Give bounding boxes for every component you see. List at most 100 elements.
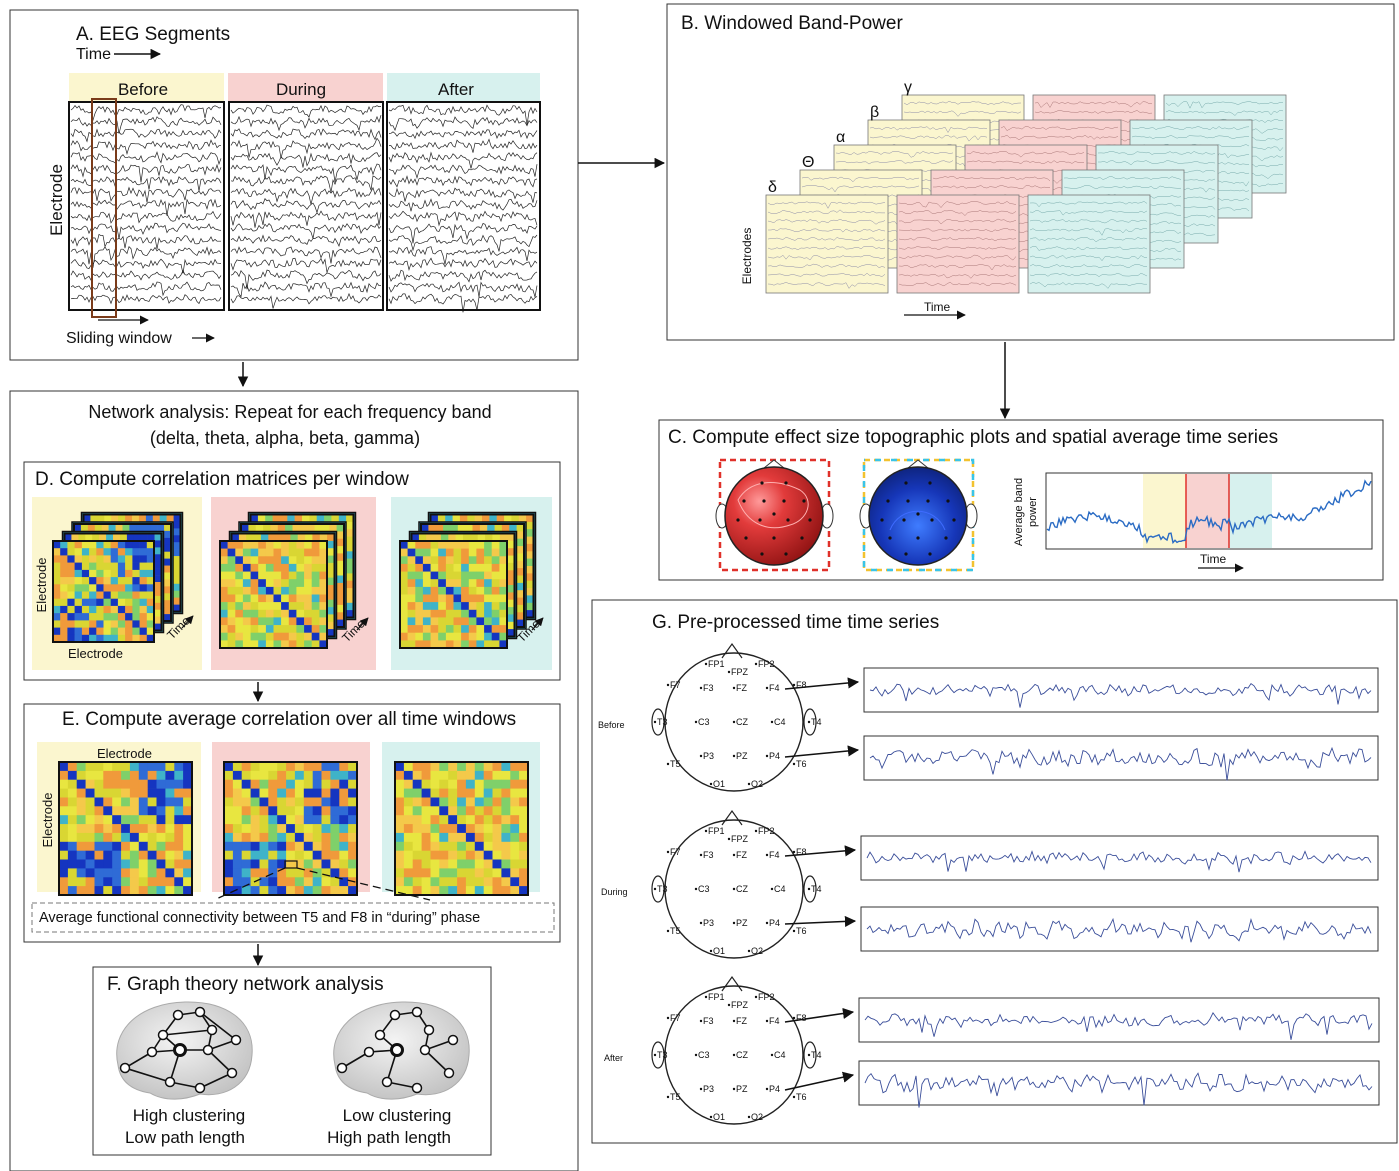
electrode-dot — [807, 887, 811, 891]
electrode-dot — [704, 829, 708, 833]
electrode-dot — [754, 662, 758, 666]
electrode-dot — [732, 720, 736, 724]
electrode-label-f7: F7 — [670, 1013, 681, 1023]
electrode-dot — [699, 853, 703, 857]
brain-low-clustering — [333, 1001, 470, 1100]
correlation-matrix — [223, 761, 358, 896]
electrode-dot — [666, 1016, 670, 1020]
correlation-matrix — [399, 540, 508, 649]
trace-after-f4 — [784, 997, 1380, 1043]
band-label-2: α — [836, 129, 845, 146]
electrode-dot — [666, 1095, 670, 1099]
panel-e-x-label: Electrode — [97, 746, 152, 761]
electrode-dot — [765, 754, 769, 758]
electrode-label-f8: F8 — [796, 1013, 807, 1023]
panel-a-time-label: Time — [76, 46, 111, 63]
phase-label-before: Before — [598, 720, 625, 730]
panel-e-frame — [23, 703, 561, 943]
panel-g: G. Pre-processed time time series FP1 FP2… — [591, 599, 1398, 1144]
network-frame — [9, 390, 579, 1171]
caption-box — [31, 902, 555, 933]
panel-b-y-label: Electrodes — [740, 228, 754, 285]
topo-electrode — [904, 481, 908, 485]
topo-electrode — [784, 552, 788, 556]
topo-electrode — [880, 518, 884, 522]
electrode-label-t3: T3 — [657, 717, 668, 727]
electrode-dot — [704, 995, 708, 999]
electrode-dot — [709, 949, 713, 953]
electrode-label-f4: F4 — [769, 850, 780, 860]
electrode-dot — [765, 1087, 769, 1091]
correlation-matrix — [52, 540, 155, 643]
panel-b-title: B. Windowed Band-Power — [681, 13, 903, 34]
electrode-label-f7: F7 — [670, 847, 681, 857]
eeg-traces-after — [388, 104, 538, 313]
electrode-dot — [732, 754, 736, 758]
topo-electrode — [952, 518, 956, 522]
electrode-label-o2: O2 — [751, 946, 763, 956]
topo-electrode — [928, 552, 932, 556]
matrix-stack-before — [52, 511, 184, 643]
electrode-dot — [754, 995, 758, 999]
electrode-dot — [699, 921, 703, 925]
graph-node — [173, 1043, 187, 1057]
topo-electrode — [760, 481, 764, 485]
electrode-dot — [747, 1115, 751, 1119]
electrode-label-fp2: FP2 — [758, 992, 775, 1002]
electrode-dot — [653, 887, 657, 891]
correlation-matrix — [58, 761, 193, 896]
electrode-label-p3: P3 — [703, 918, 714, 928]
topo-electrode — [772, 512, 776, 516]
electrode-dot — [732, 887, 736, 891]
electrode-dot — [732, 686, 736, 690]
electrode-dot — [770, 1053, 774, 1057]
electrode-label-t4: T4 — [811, 1050, 822, 1060]
electrode-label-pz: PZ — [736, 751, 748, 761]
eeg-traces-before — [70, 104, 222, 305]
electrode-dot — [732, 1053, 736, 1057]
electrode-label-f3: F3 — [703, 1016, 714, 1026]
graph-node — [164, 1076, 176, 1088]
electrode-label-p4: P4 — [769, 751, 780, 761]
electrode-dot — [792, 762, 796, 766]
eeg-box-after — [386, 101, 541, 311]
topo-electrode — [758, 518, 762, 522]
phase-header-before — [69, 73, 224, 101]
topo-effect-after — [859, 458, 978, 572]
electrode-dot — [792, 683, 796, 687]
panel-g-title: G. Pre-processed time time series — [652, 612, 939, 633]
panel-b-frame — [666, 3, 1395, 341]
electrode-label-fz: FZ — [736, 683, 747, 693]
topo-electrode — [906, 499, 910, 503]
sliding-window-box — [91, 98, 117, 318]
phase-label-before: Before — [118, 80, 168, 99]
electrode-label-t6: T6 — [796, 926, 807, 936]
graph-node — [172, 1009, 184, 1021]
electrode-label-o1: O1 — [713, 1112, 725, 1122]
brain-high-clustering — [116, 1001, 253, 1100]
trace-before-p4 — [784, 735, 1379, 781]
electrode-dot — [699, 686, 703, 690]
electrode-label-f3: F3 — [703, 850, 714, 860]
electrode-label-f4: F4 — [769, 683, 780, 693]
t5-f8-cell-highlight — [284, 860, 298, 869]
graph-node — [119, 1062, 131, 1074]
topo-electrode — [744, 536, 748, 540]
electrode-label-t6: T6 — [796, 759, 807, 769]
electrode-dot — [727, 670, 731, 674]
graph-node — [206, 1024, 218, 1036]
electrode-dot — [765, 1019, 769, 1023]
electrode-dot — [754, 829, 758, 833]
electrode-dot — [792, 1016, 796, 1020]
topo-electrode — [742, 499, 746, 503]
network-title-2: (delta, theta, alpha, beta, gamma) — [150, 428, 420, 448]
head-after: FP1 FP2 FPZ F7 F3 FZ F4 F8 T3 C3 CZ C4 T4 P3 PZ P4 T5 T6 O… — [604, 975, 822, 1125]
electrode-label-o2: O2 — [751, 779, 763, 789]
graph-node — [230, 1034, 242, 1046]
electrode-dot — [732, 921, 736, 925]
panel-e-title: E. Compute average correlation over all … — [62, 709, 516, 730]
electrode-label-p3: P3 — [703, 1084, 714, 1094]
electrode-label-fp2: FP2 — [758, 826, 775, 836]
head-during: FP1 FP2 FPZ F7 F3 FZ F4 F8 T3 C3 CZ C4 T4 P3 PZ P4 T5 T6 O… — [601, 809, 822, 959]
preprocessed-traces — [784, 667, 1380, 1108]
